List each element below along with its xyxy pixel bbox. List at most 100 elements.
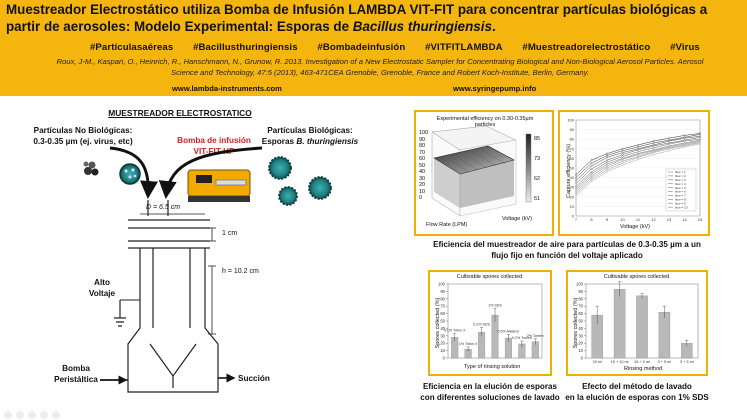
sampler-diagram [83,146,332,393]
data-point [590,180,593,183]
z-tick: 60 [419,156,426,162]
legend-label: flow = 4 [675,182,686,186]
hashtag[interactable]: #Bacillusthuringiensis [193,42,298,53]
hashtag[interactable]: #Partículasaéreas [90,42,174,53]
bar [636,295,648,359]
pump-label-line-1: Bomba de infusión [177,136,251,145]
data-point [590,159,593,162]
data-point [637,144,639,146]
prev-slide-icon[interactable] [4,411,12,419]
data-point [699,143,701,145]
surface-chart-panel: Experimental efficiency on 0.30-0.35µm p… [414,110,554,236]
legend-label: flow = 2 [675,174,686,178]
data-point [621,164,624,166]
slide-toolbar [0,410,747,420]
surface-xlabel: Flow Rate (LPM) [426,222,468,228]
z-tick: 70 [419,149,426,156]
surface-voltage-label: Voltage (kV) [502,216,532,222]
y-tick-label: 50 [440,319,445,324]
data-point [637,150,639,153]
bomba-line-1: Bomba [62,364,90,373]
data-point [652,151,655,154]
zoom-icon[interactable] [40,411,48,419]
syringepump-url-link[interactable]: www.syringepump.info [453,84,537,93]
y-tick-label: 50 [570,166,575,171]
hashtag[interactable]: #VITFITLAMBDA [425,42,503,53]
x-tick-label: 10 [620,217,625,222]
line-ylabel: Capture efficiency (%) [566,144,572,199]
bio-label-line-2: Esporas B. thuringiensis [252,137,368,148]
bio-label-line-1: Partículas Biológicas: [267,126,353,135]
data-point [621,155,624,158]
title-line-2: partir de aerosoles: Modelo Experimental… [6,19,742,36]
y-tick-label: 80 [570,137,575,142]
y-tick-label: 60 [578,311,583,316]
page-title: Muestreador Electrostático utiliza Bomba… [6,2,742,35]
bar-annotation: 1% SDS [488,303,502,307]
legend-label: flow = 6 [675,190,686,194]
legend-label: flow = 8 [675,198,686,202]
y-tick-label: 40 [440,326,445,331]
data-point [606,152,608,155]
data-point [683,134,686,137]
data-point [575,194,577,197]
bar-chart-2-ylabel: Spores collected (%) [573,297,579,349]
hashtag[interactable]: #Bombadeinfusión [317,42,406,53]
caption-line-2: con diferentes soluciones de lavado [420,392,560,402]
surface-chart [431,125,532,217]
citation-line-2: Science and Technology, 47:5 (2013), 463… [171,68,589,77]
x-tick-label: 15 ml [593,360,602,364]
data-point [606,156,608,159]
hashtag[interactable]: #Muestreadorelectrostático [522,42,651,53]
virus-particle-icon [119,163,141,185]
diagram-heading: MUESTREADOR ELECTROSTATICO [108,108,252,118]
colorbar-tick: 73 [534,156,541,162]
bar-chart-1-title: Cultivable spores collected [456,274,523,280]
pump-label-line-2: VIT-FIT HP [193,146,235,156]
data-point [637,148,639,151]
y-tick-label: 100 [576,282,584,287]
data-point [575,189,577,191]
pen-icon[interactable] [28,411,36,419]
data-point [606,159,608,162]
bar-chart-2-xlabel: Rinsing method [624,366,663,372]
z-tick: 20 [419,182,426,188]
colorbar-tick: 51 [534,196,541,202]
data-point [590,162,593,165]
y-tick-label: 20 [440,341,445,346]
colorbar [525,133,532,203]
inflow-arrow-right [158,146,263,199]
data-point [606,161,608,164]
lambda-url-link[interactable]: www.lambda-instruments.com [172,84,282,93]
x-tick-label: 13 [667,217,672,222]
y-tick-label: 30 [440,333,445,338]
data-point [590,176,593,179]
z-axis-ticks: 100 90 80 70 60 50 40 30 20 10 0 [419,130,428,202]
y-tick-label: 20 [570,194,575,199]
data-point [606,154,608,157]
y-tick-label: 90 [440,289,445,294]
hashtag[interactable]: #Virus [670,42,700,53]
bar [658,311,671,359]
menu-icon[interactable] [52,411,60,419]
title-line-1: Muestreador Electrostático utiliza Bomba… [6,2,708,17]
y-tick-label: 0 [572,214,575,219]
bar-chart-2-panel: Cultivable spores collected 0 10 20 30 40 50 6… [566,270,708,376]
z-tick: 100 [419,130,429,136]
dim-h-label: h = 10.2 cm [222,268,259,275]
data-point [590,174,593,177]
bio-label-italic: B. thuringiensis [296,136,359,146]
next-slide-icon[interactable] [16,411,24,419]
data-point [575,185,577,188]
nonbio-particles-icon [83,161,99,176]
hashtag-row: #Partículasaéreas #Bacillusthuringiensis… [90,42,730,53]
header-banner: Muestreador Electrostático utiliza Bomba… [0,0,747,96]
data-point [637,158,639,161]
legend-label: flow = 7 [675,194,686,198]
x-tick-label: 15 [698,217,703,222]
data-point [683,137,686,140]
y-tick-label: 80 [440,296,445,301]
data-point [590,168,593,170]
x-tick-label: 9 [606,217,609,222]
bar-annotation: 1% Triton X [459,342,478,346]
